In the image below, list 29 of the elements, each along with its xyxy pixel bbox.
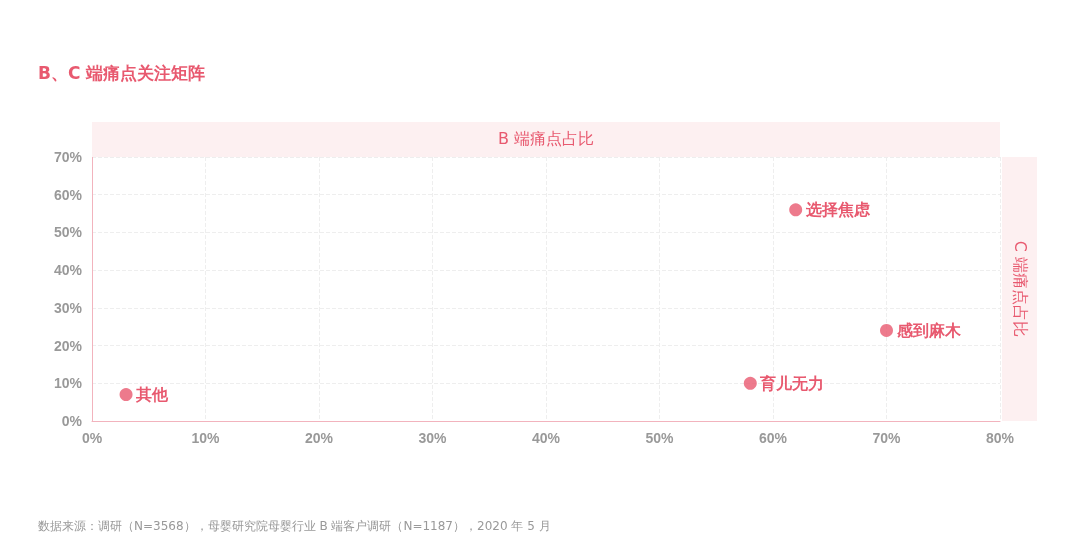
y-tick-label: 30% — [53, 299, 83, 316]
x-tick-label: 30% — [418, 430, 448, 446]
y-tick-label: 0% — [61, 413, 83, 429]
point — [789, 203, 803, 217]
x-axis-title: B 端痛点占比 — [92, 122, 1000, 157]
annotation: 育儿无力 — [759, 373, 825, 392]
x-tick-label: 60% — [758, 430, 788, 446]
y-tick-label: 10% — [53, 375, 83, 392]
x-tick-label: 50% — [645, 430, 675, 446]
annotation: 选择焦虑 — [804, 201, 871, 220]
y-tick-label: 60% — [53, 186, 83, 203]
x-tick-label: 10% — [191, 430, 221, 446]
source-note: 数据来源：调研（N=3568），母婴研究院母婴行业 B 端客户调研（N=1187），2020 年 5 月 — [38, 518, 551, 535]
annotation: 其他 — [135, 386, 170, 404]
y-tick-label: 50% — [53, 224, 83, 241]
y-tick-label: 20% — [53, 337, 83, 354]
point — [743, 376, 757, 390]
x-tick-label: 0% — [81, 430, 103, 446]
y-tick-label: 70% — [53, 149, 83, 165]
y-tick-label: 40% — [53, 262, 83, 279]
x-tick-label: 40% — [531, 430, 561, 446]
x-tick-label: 80% — [985, 430, 1015, 446]
x-tick-label: 20% — [304, 430, 334, 446]
y-axis-title: C 端痛点占比 — [1009, 240, 1030, 338]
point — [880, 323, 893, 337]
annotation: 感到麻木 — [895, 321, 962, 339]
point — [119, 388, 133, 402]
chart-title: B、C 端痛点关注矩阵 — [38, 62, 206, 85]
x-tick-label: 70% — [872, 430, 902, 446]
